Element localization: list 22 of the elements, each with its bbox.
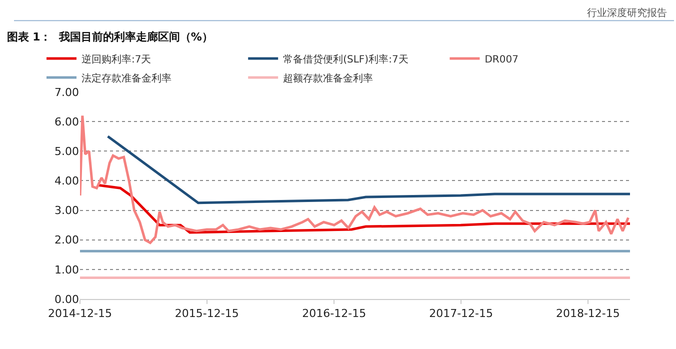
y-tick-label: 2.00 (54, 234, 79, 247)
y-tick-label: 1.00 (54, 263, 79, 276)
legend-label: 法定存款准备金利率 (82, 72, 172, 84)
x-tick-label: 2018-12-15 (556, 307, 620, 320)
x-tick-label: 2015-12-15 (174, 307, 239, 320)
y-tick-label: 0.00 (54, 292, 79, 306)
x-tick-label: 2016-12-15 (302, 307, 366, 320)
legend-label: 逆回购利率:7天 (82, 53, 152, 66)
y-tick-label: 5.00 (54, 144, 79, 158)
y-tick-label: 7.00 (54, 86, 79, 99)
legend-label: DR007 (484, 54, 518, 66)
y-tick-label: 3.00 (54, 204, 79, 218)
legend-label: 超额存款准备金利率 (283, 72, 374, 84)
chart-title: 图表 1： 我国目前的利率走廊区间（%） (6, 30, 213, 44)
x-tick-label: 2014-12-15 (48, 307, 112, 320)
x-tick-label: 2017-12-15 (429, 307, 494, 320)
text: 行业深度研究报告 (587, 7, 667, 19)
legend-label: 常备借贷便利(SLF)利率:7天 (283, 53, 408, 66)
y-tick-label: 6.00 (54, 115, 79, 128)
y-tick-label: 4.00 (54, 174, 79, 188)
line-series (80, 114, 630, 244)
line-series (106, 135, 630, 204)
